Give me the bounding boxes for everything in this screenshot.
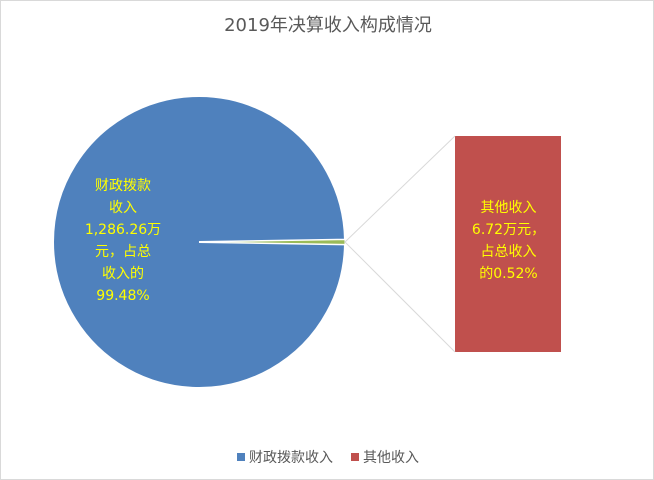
legend: 财政拨款收入 其他收入 bbox=[1, 447, 653, 467]
connector-line-bottom bbox=[344, 241, 456, 353]
slice-label-other: 其他收入 6.72万元， 占总收入 的0.52% bbox=[471, 200, 546, 282]
connector-line-top bbox=[344, 135, 456, 243]
legend-label-other: 其他收入 bbox=[363, 450, 419, 466]
chart-title: 2019年决算收入构成情况 bbox=[224, 15, 432, 36]
legend-item-fiscal: 财政拨款收入 bbox=[237, 447, 333, 467]
legend-swatch-fiscal bbox=[237, 453, 245, 461]
legend-swatch-other bbox=[351, 453, 359, 461]
legend-item-other: 其他收入 bbox=[351, 447, 419, 467]
slice-label-fiscal: 财政拨款 收入 1,286.26万 元，占总 收入的 99.48% bbox=[84, 178, 162, 304]
legend-label-fiscal: 财政拨款收入 bbox=[249, 450, 333, 466]
pie-slice-fiscal bbox=[52, 95, 347, 389]
secondary-bar-other bbox=[455, 136, 561, 352]
